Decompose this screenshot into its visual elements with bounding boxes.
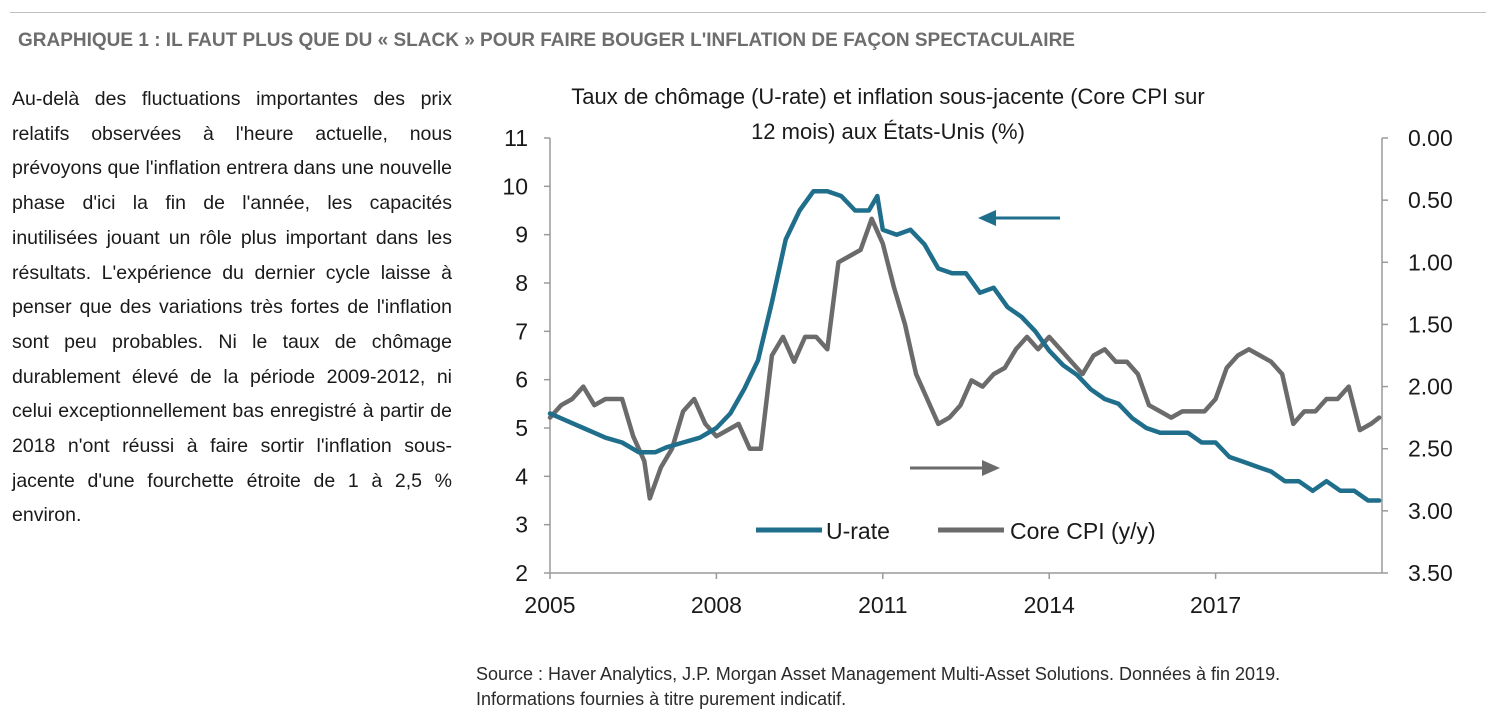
right-axis-tick-label: 1.50 — [1408, 311, 1453, 337]
left-axis-tick-label: 8 — [515, 270, 528, 296]
legend-label-core-cpi: Core CPI (y/y) — [1010, 518, 1156, 544]
left-axis-tick-label: 7 — [515, 318, 528, 344]
chart-title-line-2: 12 mois) aux États-Unis (%) — [751, 119, 1025, 144]
left-axis-tick-label: 10 — [502, 173, 528, 199]
series-line-core-cpi — [547, 216, 1382, 501]
x-axis-tick-label: 2008 — [691, 592, 742, 618]
left-axis-arrow — [978, 210, 1060, 226]
left-axis-tick-label: 3 — [515, 512, 528, 538]
x-axis-tick-label: 2017 — [1190, 592, 1241, 618]
left-axis-tick-label: 11 — [504, 125, 528, 151]
commentary-paragraph: Au-delà des fluctuations importantes des… — [12, 88, 452, 527]
chart-title-line-1: Taux de chômage (U-rate) et inflation so… — [571, 84, 1204, 109]
right-axis-tick-label: 0.00 — [1408, 125, 1453, 151]
left-axis-tick-label: 6 — [515, 367, 528, 393]
chart-legend: U-rate Core CPI (y/y) — [756, 518, 1156, 544]
figure-heading: GRAPHIQUE 1 : IL FAUT PLUS QUE DU « SLAC… — [18, 30, 1075, 51]
source-line-2: Informations fournies à titre purement i… — [476, 689, 847, 709]
source-line-1: Source : Haver Analytics, J.P. Morgan As… — [476, 664, 1281, 684]
series-line-u-rate — [547, 188, 1382, 503]
right-axis-tick-label: 3.50 — [1408, 560, 1453, 586]
left-axis-tick-label: 9 — [515, 222, 528, 248]
right-axis-tick-label: 0.50 — [1408, 187, 1453, 213]
x-axis-tick-label: 2011 — [858, 592, 907, 618]
right-axis-arrow — [910, 460, 1000, 476]
line-chart: Taux de chômage (U-rate) et inflation so… — [502, 84, 1453, 618]
legend-label-u-rate: U-rate — [826, 518, 890, 544]
right-axis-tick-label: 1.00 — [1408, 249, 1453, 275]
top-divider — [10, 12, 1486, 13]
left-axis-tick-label: 5 — [515, 415, 528, 441]
right-axis-tick-label: 2.50 — [1408, 436, 1453, 462]
x-axis-tick-label: 2005 — [524, 592, 575, 618]
source-note: Source : Haver Analytics, J.P. Morgan As… — [476, 662, 1280, 712]
right-axis-tick-label: 3.00 — [1408, 498, 1453, 524]
x-axis-tick-label: 2014 — [1024, 592, 1075, 618]
right-axis-tick-label: 2.00 — [1408, 374, 1453, 400]
left-axis-tick-label: 2 — [515, 560, 528, 586]
left-axis-tick-label: 4 — [515, 463, 528, 489]
